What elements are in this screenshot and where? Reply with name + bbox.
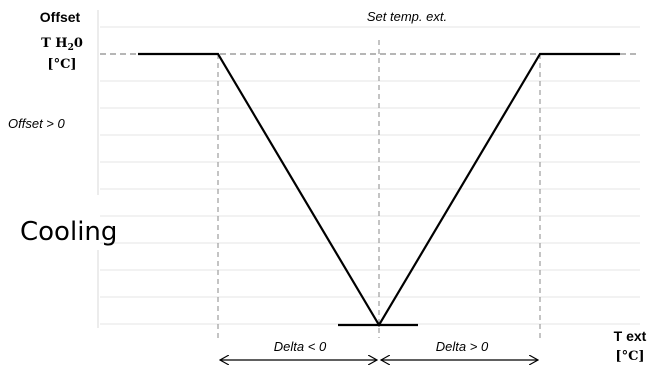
y-axis-title: Offset bbox=[40, 9, 81, 25]
delta-negative-label: Delta < 0 bbox=[274, 339, 327, 354]
set-temp-label: Set temp. ext. bbox=[367, 9, 447, 24]
x-axis-unit: [°C] bbox=[615, 349, 644, 364]
offset-positive-label: Offset > 0 bbox=[8, 116, 65, 131]
delta-positive-label: Delta > 0 bbox=[436, 339, 489, 354]
x-axis-title: T ext bbox=[614, 328, 647, 344]
y-axis-unit: [°C] bbox=[47, 57, 76, 72]
cooling-label: Cooling bbox=[20, 217, 117, 247]
y-axis-subtitle: T H20 bbox=[41, 36, 83, 53]
grid-lines bbox=[100, 26, 640, 325]
